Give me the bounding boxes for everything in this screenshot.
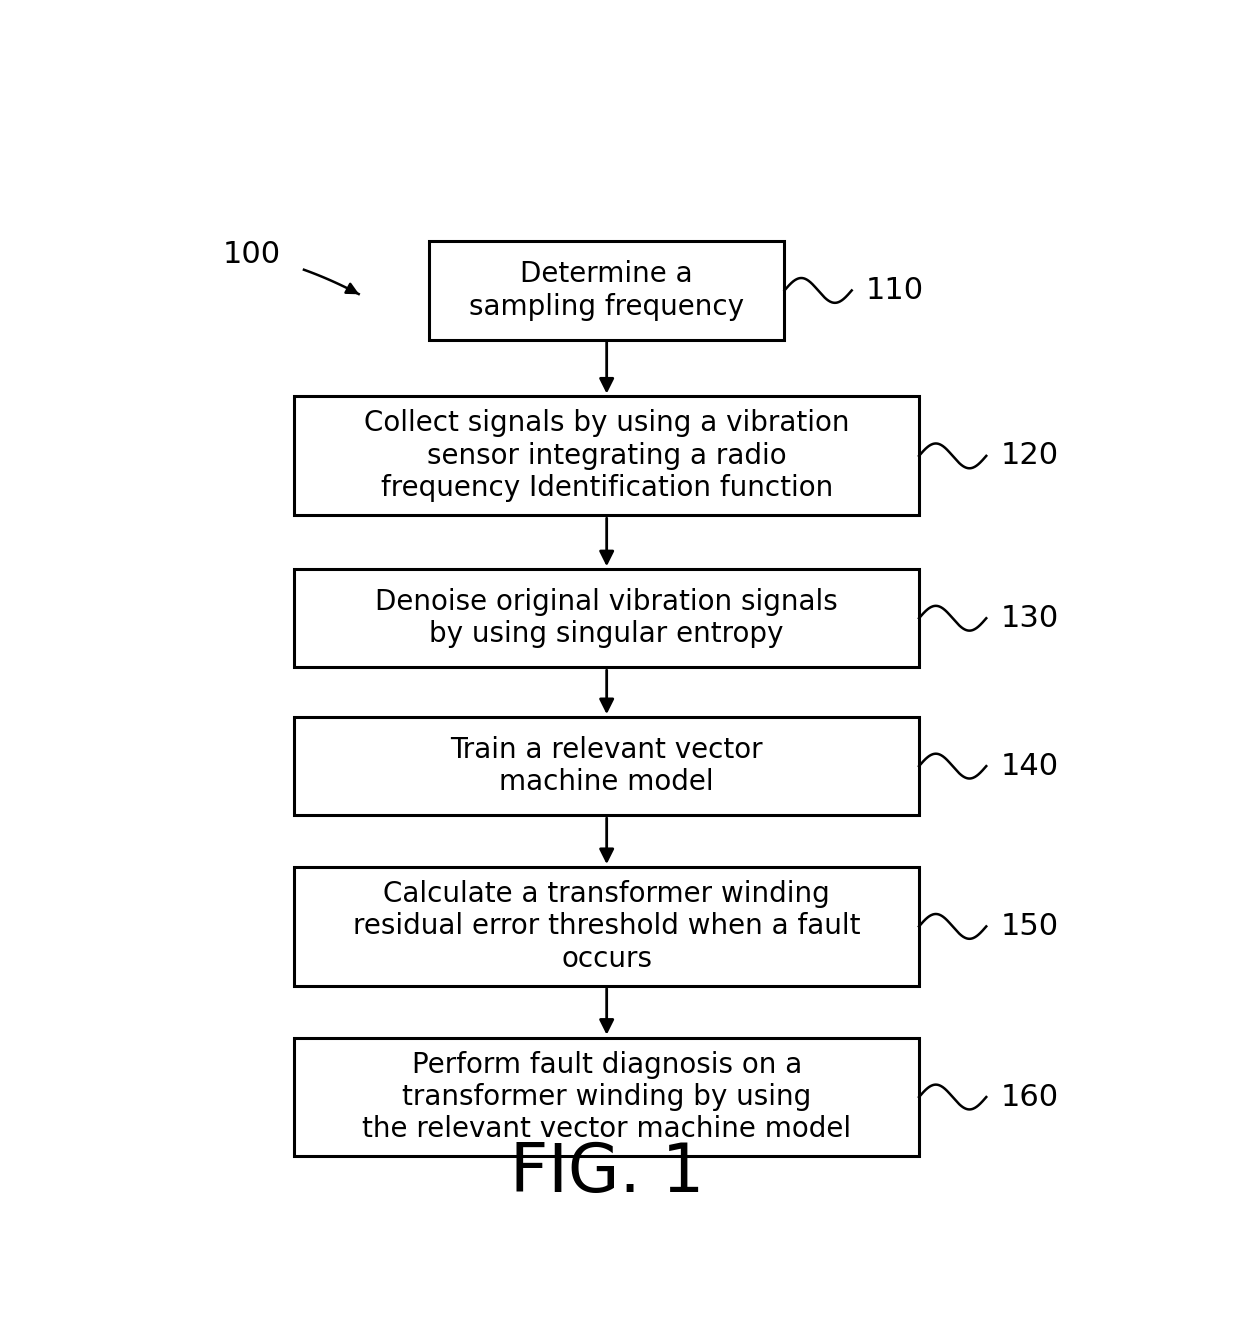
Text: Denoise original vibration signals
by using singular entropy: Denoise original vibration signals by us… — [376, 588, 838, 649]
FancyBboxPatch shape — [294, 569, 919, 667]
Text: Collect signals by using a vibration
sensor integrating a radio
frequency Identi: Collect signals by using a vibration sen… — [363, 410, 849, 502]
FancyBboxPatch shape — [294, 868, 919, 986]
Text: 140: 140 — [1001, 752, 1059, 780]
Text: 130: 130 — [1001, 604, 1059, 633]
Text: FIG. 1: FIG. 1 — [510, 1139, 704, 1206]
Text: Determine a
sampling frequency: Determine a sampling frequency — [469, 261, 744, 321]
Text: Perform fault diagnosis on a
transformer winding by using
the relevant vector ma: Perform fault diagnosis on a transformer… — [362, 1050, 851, 1143]
FancyBboxPatch shape — [429, 242, 785, 340]
Text: 120: 120 — [1001, 442, 1059, 470]
Text: 150: 150 — [1001, 912, 1059, 941]
Text: Calculate a transformer winding
residual error threshold when a fault
occurs: Calculate a transformer winding residual… — [353, 880, 861, 972]
FancyBboxPatch shape — [294, 396, 919, 516]
Text: 110: 110 — [867, 275, 924, 305]
Text: 160: 160 — [1001, 1082, 1059, 1112]
FancyBboxPatch shape — [294, 717, 919, 815]
Text: 100: 100 — [222, 240, 280, 269]
FancyBboxPatch shape — [294, 1038, 919, 1156]
Text: Train a relevant vector
machine model: Train a relevant vector machine model — [450, 736, 763, 796]
